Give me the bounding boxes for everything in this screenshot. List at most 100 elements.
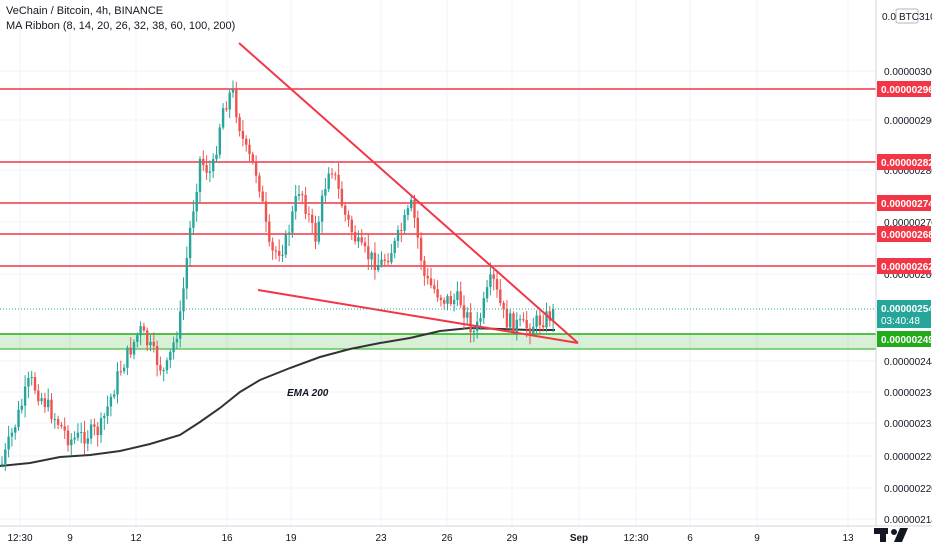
support-zone-fill bbox=[0, 334, 876, 349]
candle-body bbox=[452, 299, 456, 304]
candle-body bbox=[96, 426, 99, 435]
candle-body bbox=[136, 335, 139, 342]
candle-body bbox=[449, 296, 452, 304]
candle-body bbox=[551, 309, 555, 321]
candle-body bbox=[146, 330, 149, 346]
candle-body bbox=[439, 297, 443, 300]
candle-body bbox=[80, 432, 83, 434]
candle-body bbox=[443, 300, 446, 304]
candle-body bbox=[400, 230, 403, 231]
candle-body bbox=[192, 211, 195, 228]
candle-body bbox=[76, 432, 80, 438]
candle-body bbox=[169, 352, 172, 361]
candle-body bbox=[56, 419, 60, 425]
indicator-label[interactable]: MA Ribbon (8, 14, 20, 26, 32, 38, 60, 10… bbox=[6, 20, 236, 32]
time-tick-label: 12 bbox=[130, 533, 142, 544]
candle-body bbox=[469, 312, 472, 333]
candle-body bbox=[502, 303, 505, 309]
price-top-label: 0.0 bbox=[882, 12, 896, 23]
candle-body bbox=[185, 258, 188, 289]
level-price-tag bbox=[877, 195, 931, 211]
candle-body bbox=[311, 214, 314, 223]
time-tick-label: 23 bbox=[375, 533, 387, 544]
candle-body bbox=[17, 409, 20, 428]
price-labels: 0.00000296 0.00000282 0.00000274 0.00000268… bbox=[877, 81, 932, 347]
horizontal-levels bbox=[0, 88, 876, 267]
price-tick-label: 0.00000220 bbox=[884, 484, 932, 495]
candle-body bbox=[159, 365, 162, 371]
price-axis[interactable]: 0.00000300 0.00000290 0.00000280 0.00000270… bbox=[0, 0, 932, 527]
candle-body bbox=[172, 342, 175, 353]
candle-body bbox=[538, 315, 542, 326]
candle-body bbox=[23, 386, 27, 406]
candle-body bbox=[27, 378, 30, 387]
support-zone bbox=[0, 333, 876, 350]
time-axis[interactable]: 12:30 9 12 16 19 23 26 29 Sep 12:30 6 9 13 bbox=[7, 533, 854, 544]
candle-body bbox=[106, 406, 109, 416]
candle-body bbox=[53, 419, 56, 421]
candle-body bbox=[132, 341, 136, 355]
price-tick-label: 0.00000244 bbox=[884, 357, 932, 368]
symbol-title[interactable]: VeChain / Bitcoin, 4h, BINANCE bbox=[6, 5, 164, 17]
candle-body bbox=[370, 252, 373, 260]
candle-body bbox=[367, 246, 370, 260]
currency-label: BTC bbox=[899, 12, 919, 23]
price-tick-label: 0.00000226 bbox=[884, 452, 932, 463]
candle-body bbox=[205, 165, 208, 173]
candle-body bbox=[83, 432, 86, 444]
price-tick-label: 0.00000280 bbox=[884, 166, 932, 177]
candle-body bbox=[340, 188, 344, 206]
candle-body bbox=[512, 313, 515, 333]
countdown-label: 03:40:48 bbox=[881, 316, 920, 327]
candle-body bbox=[307, 213, 311, 215]
candle-body bbox=[545, 311, 548, 328]
candle-body bbox=[10, 432, 14, 437]
candle-body bbox=[238, 117, 241, 131]
candle-body bbox=[436, 289, 439, 298]
candle-body bbox=[499, 289, 502, 303]
candle-body bbox=[347, 214, 350, 220]
candle-body bbox=[221, 108, 225, 128]
price-tick-label: 0.00000214 bbox=[884, 515, 932, 526]
candle-body bbox=[212, 159, 215, 172]
candle-body bbox=[235, 89, 238, 118]
candle-body bbox=[281, 254, 284, 256]
candle-body bbox=[334, 174, 337, 176]
candle-body bbox=[4, 449, 7, 464]
candle-body bbox=[386, 260, 390, 263]
candle-body bbox=[20, 405, 23, 410]
lower-trendline bbox=[257, 289, 579, 344]
candle-body bbox=[89, 424, 93, 439]
price-tick-label: 0.00000290 bbox=[884, 116, 932, 127]
tradingview-logo-icon[interactable] bbox=[872, 524, 916, 544]
candle-body bbox=[373, 252, 377, 271]
candle-body bbox=[495, 279, 499, 290]
candle-body bbox=[40, 398, 43, 402]
candle-body bbox=[60, 424, 63, 427]
candle-body bbox=[254, 162, 258, 176]
candle-body bbox=[482, 298, 485, 319]
candle-body bbox=[377, 264, 380, 271]
candle-body bbox=[393, 240, 396, 254]
candle-body bbox=[429, 278, 433, 286]
candle-body bbox=[218, 127, 221, 155]
candle-body bbox=[410, 199, 413, 209]
candle-body bbox=[291, 211, 294, 233]
candle-body bbox=[390, 253, 393, 263]
support-price-label: 0.00000249 bbox=[881, 335, 932, 346]
candle-body bbox=[423, 260, 426, 276]
candle-body bbox=[317, 221, 320, 242]
candle-body bbox=[380, 259, 383, 265]
candle-body bbox=[215, 154, 218, 160]
candle-body bbox=[528, 328, 532, 334]
candle-body bbox=[278, 250, 281, 256]
candle-body bbox=[73, 437, 76, 440]
candle-body bbox=[396, 230, 400, 241]
candle-body bbox=[30, 377, 33, 378]
candle-body bbox=[287, 232, 291, 235]
candle-body bbox=[297, 194, 301, 196]
time-tick-label: 9 bbox=[67, 533, 73, 544]
ema-200-curve bbox=[0, 326, 555, 467]
